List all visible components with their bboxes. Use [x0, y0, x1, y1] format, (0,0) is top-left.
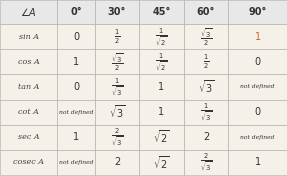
Text: 1: 1: [158, 107, 164, 117]
Bar: [139, 150, 184, 175]
Text: $\frac{1}{\sqrt{3}}$: $\frac{1}{\sqrt{3}}$: [200, 101, 212, 123]
Bar: [228, 150, 287, 175]
Text: cot A: cot A: [18, 108, 39, 116]
Text: 0: 0: [73, 32, 79, 42]
Bar: [228, 125, 287, 150]
Text: cosec A: cosec A: [13, 158, 44, 166]
Text: $\frac{2}{\sqrt{3}}$: $\frac{2}{\sqrt{3}}$: [200, 151, 212, 173]
Bar: [95, 74, 139, 100]
Bar: [57, 49, 95, 74]
Text: $\frac{1}{\sqrt{3}}$: $\frac{1}{\sqrt{3}}$: [111, 76, 123, 98]
Bar: [139, 100, 184, 125]
Bar: [57, 125, 95, 150]
Bar: [0, 49, 57, 74]
Bar: [228, 0, 287, 24]
Text: 2: 2: [203, 132, 209, 142]
Text: 30°: 30°: [108, 7, 126, 17]
Bar: [95, 125, 139, 150]
Text: 60°: 60°: [197, 7, 215, 17]
Text: 1: 1: [73, 57, 79, 67]
Bar: [139, 0, 184, 24]
Text: 0: 0: [255, 107, 261, 117]
Bar: [0, 125, 57, 150]
Bar: [184, 0, 228, 24]
Text: $\frac{1}{\sqrt{2}}$: $\frac{1}{\sqrt{2}}$: [155, 51, 168, 73]
Bar: [139, 74, 184, 100]
Bar: [95, 0, 139, 24]
Bar: [184, 49, 228, 74]
Bar: [184, 74, 228, 100]
Text: 45°: 45°: [152, 7, 171, 17]
Text: sin A: sin A: [19, 33, 39, 41]
Text: 1: 1: [255, 32, 261, 42]
Bar: [57, 150, 95, 175]
Text: 1: 1: [255, 157, 261, 167]
Bar: [228, 24, 287, 49]
Text: $\sqrt{2}$: $\sqrt{2}$: [153, 154, 170, 171]
Text: cos A: cos A: [18, 58, 40, 66]
Bar: [95, 49, 139, 74]
Text: 2: 2: [114, 157, 120, 167]
Text: 1: 1: [158, 82, 164, 92]
Bar: [0, 24, 57, 49]
Text: $\sqrt{3}$: $\sqrt{3}$: [109, 104, 125, 120]
Text: 0°: 0°: [70, 7, 82, 17]
Text: $\frac{1}{\sqrt{2}}$: $\frac{1}{\sqrt{2}}$: [155, 26, 168, 48]
Bar: [57, 24, 95, 49]
Bar: [0, 100, 57, 125]
Text: not defined: not defined: [240, 135, 275, 140]
Text: $\sqrt{2}$: $\sqrt{2}$: [153, 129, 170, 146]
Text: $\frac{\sqrt{3}}{2}$: $\frac{\sqrt{3}}{2}$: [111, 51, 123, 73]
Bar: [57, 0, 95, 24]
Bar: [228, 49, 287, 74]
Text: not defined: not defined: [59, 160, 93, 165]
Text: $\frac{2}{\sqrt{3}}$: $\frac{2}{\sqrt{3}}$: [111, 126, 123, 148]
Text: 0: 0: [255, 57, 261, 67]
Text: $\frac{1}{2}$: $\frac{1}{2}$: [203, 53, 209, 71]
Bar: [95, 150, 139, 175]
Bar: [228, 74, 287, 100]
Text: not defined: not defined: [240, 84, 275, 89]
Text: 1: 1: [73, 132, 79, 142]
Text: sec A: sec A: [18, 133, 40, 141]
Text: $\sqrt{3}$: $\sqrt{3}$: [198, 79, 214, 95]
Bar: [0, 74, 57, 100]
Bar: [184, 125, 228, 150]
Text: $\angle A$: $\angle A$: [20, 6, 37, 18]
Bar: [184, 150, 228, 175]
Bar: [0, 0, 57, 24]
Bar: [184, 24, 228, 49]
Bar: [95, 24, 139, 49]
Bar: [184, 100, 228, 125]
Bar: [57, 100, 95, 125]
Text: not defined: not defined: [59, 110, 93, 115]
Bar: [57, 74, 95, 100]
Text: 90°: 90°: [248, 7, 267, 17]
Text: 0: 0: [73, 82, 79, 92]
Bar: [95, 100, 139, 125]
Bar: [228, 100, 287, 125]
Bar: [0, 150, 57, 175]
Bar: [139, 125, 184, 150]
Text: tan A: tan A: [18, 83, 39, 91]
Text: $\frac{1}{2}$: $\frac{1}{2}$: [114, 28, 120, 46]
Text: $\frac{\sqrt{3}}{2}$: $\frac{\sqrt{3}}{2}$: [200, 26, 212, 48]
Bar: [139, 24, 184, 49]
Bar: [139, 49, 184, 74]
